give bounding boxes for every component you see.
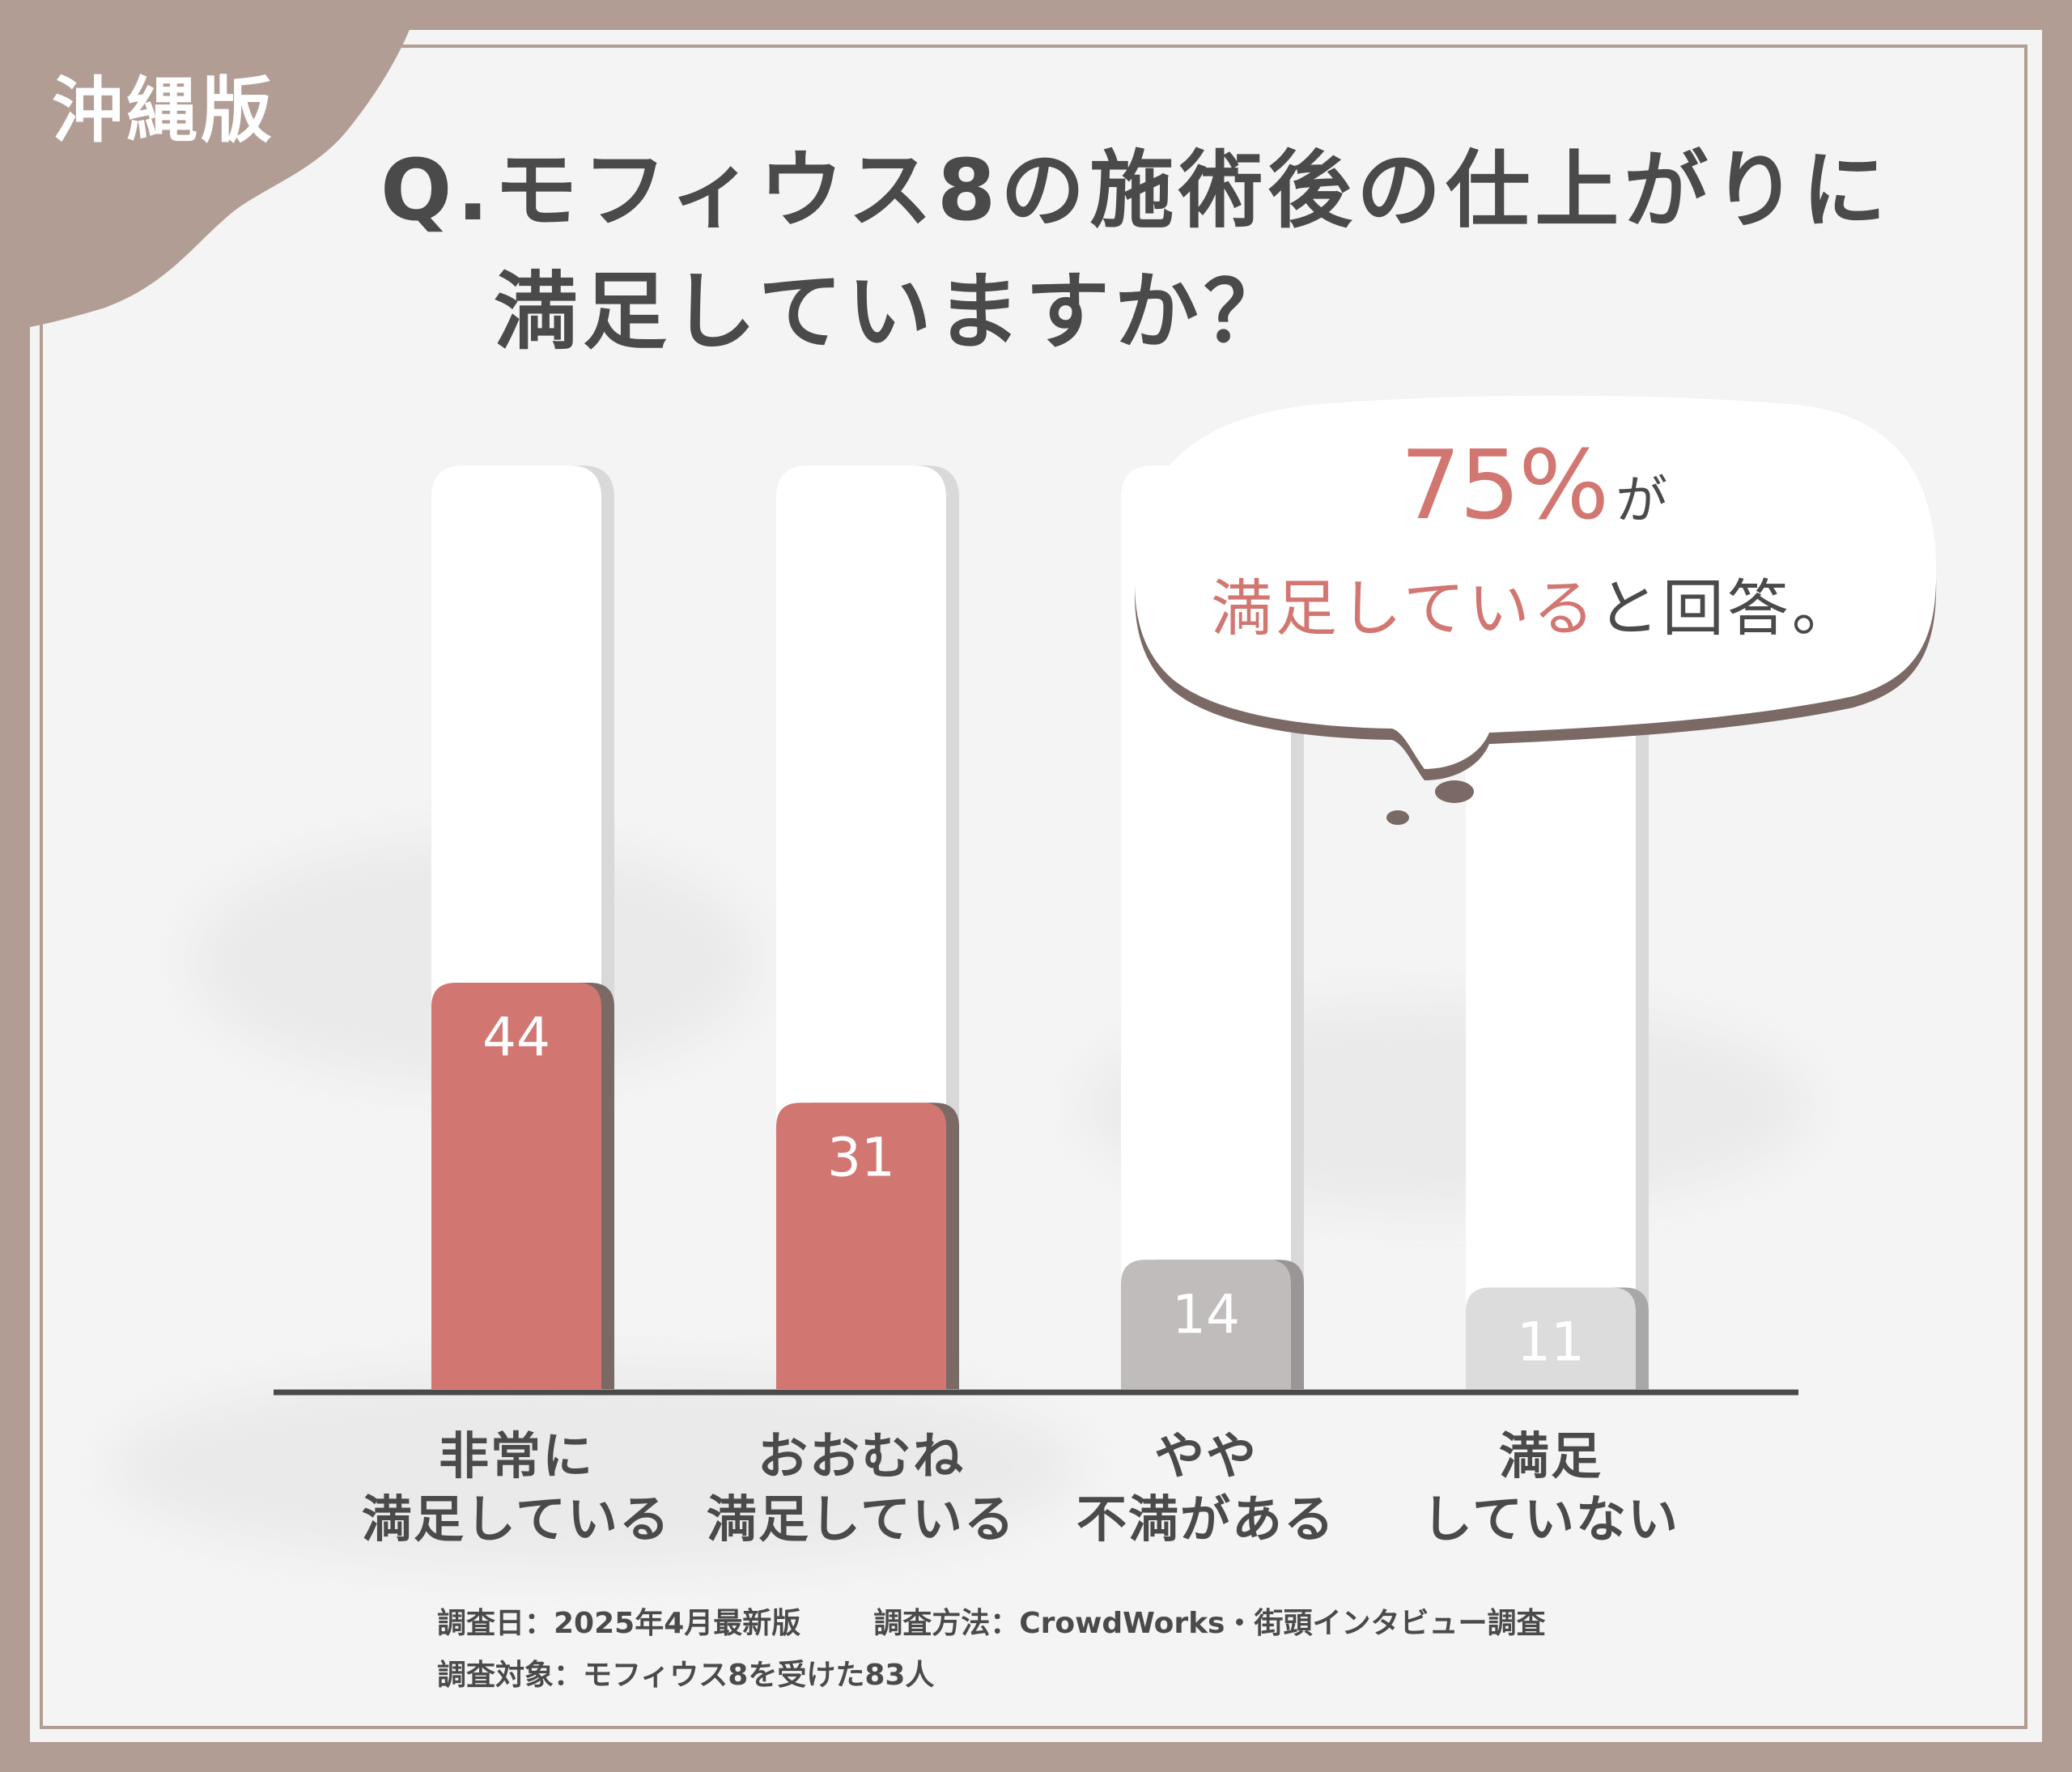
title-line-1: Q.モフィウス8の施術後の仕上がりに — [380, 141, 1892, 240]
survey-info-line-2: 調査対象：モフィウス8を受けた83人 — [437, 1651, 934, 1693]
corner-badge — [0, 0, 421, 332]
bar — [1121, 1260, 1291, 1389]
bar-value-label: 11 — [1517, 1311, 1585, 1373]
callout-percent-line: 75% が — [1400, 429, 1667, 541]
bubble-dot — [1386, 810, 1409, 825]
bar-value-label: 44 — [482, 1006, 550, 1069]
question-title: Q.モフィウス8の施術後の仕上がりに 満足していますか？ — [380, 130, 1891, 372]
x-tick-label: おおむね 満足している — [683, 1425, 1039, 1551]
x-tick-label-line: 満足している — [361, 1489, 672, 1549]
survey-method: 調査方法：CrowdWorks・街頭インタビュー調査 — [873, 1607, 1546, 1640]
callout-phrase-rest: と回答。 — [1597, 572, 1857, 644]
x-tick-label-line: おおむね — [757, 1426, 965, 1485]
speech-bubble — [1135, 395, 1937, 825]
survey-target: 調査対象：モフィウス8を受けた83人 — [437, 1659, 935, 1692]
x-tick-label-line: していない — [1421, 1489, 1680, 1549]
callout-phrase-highlight: 満足している — [1211, 572, 1598, 644]
callout-phrase-line: 満足していると回答。 — [1211, 559, 1857, 648]
region-badge-text: 沖縄版 — [52, 69, 276, 152]
bubble-dot — [1435, 780, 1474, 803]
title-line-2: 満足していますか？ — [494, 262, 1293, 361]
bars: 44 31 14 11 — [431, 982, 1649, 1389]
background-shade — [111, 1366, 1082, 1568]
x-tick-label: 非常に 満足している — [338, 1425, 694, 1551]
bar — [431, 982, 601, 1389]
x-tick-label-line: 満足している — [706, 1489, 1017, 1549]
bar-value-label: 31 — [827, 1126, 895, 1188]
survey-date: 調査日：2025年4月最新版 — [437, 1607, 801, 1640]
x-tick-label: やや 不満がある — [1028, 1425, 1384, 1551]
bar — [776, 1103, 946, 1389]
x-tick-label-line: 不満がある — [1076, 1489, 1335, 1549]
x-tick-label-line: やや — [1153, 1426, 1258, 1485]
x-tick-label-line: 満足 — [1498, 1426, 1603, 1485]
survey-info-line-1: 調査日：2025年4月最新版 調査方法：CrowdWorks・街頭インタビュー調査 — [437, 1600, 1545, 1642]
callout-particle: が — [1616, 471, 1668, 531]
x-tick-label-line: 非常に — [438, 1426, 594, 1485]
x-tick-label: 満足 していない — [1373, 1425, 1729, 1551]
bar-value-label: 14 — [1172, 1283, 1240, 1345]
callout-percent: 75% — [1400, 429, 1609, 541]
bar — [1466, 1287, 1636, 1389]
